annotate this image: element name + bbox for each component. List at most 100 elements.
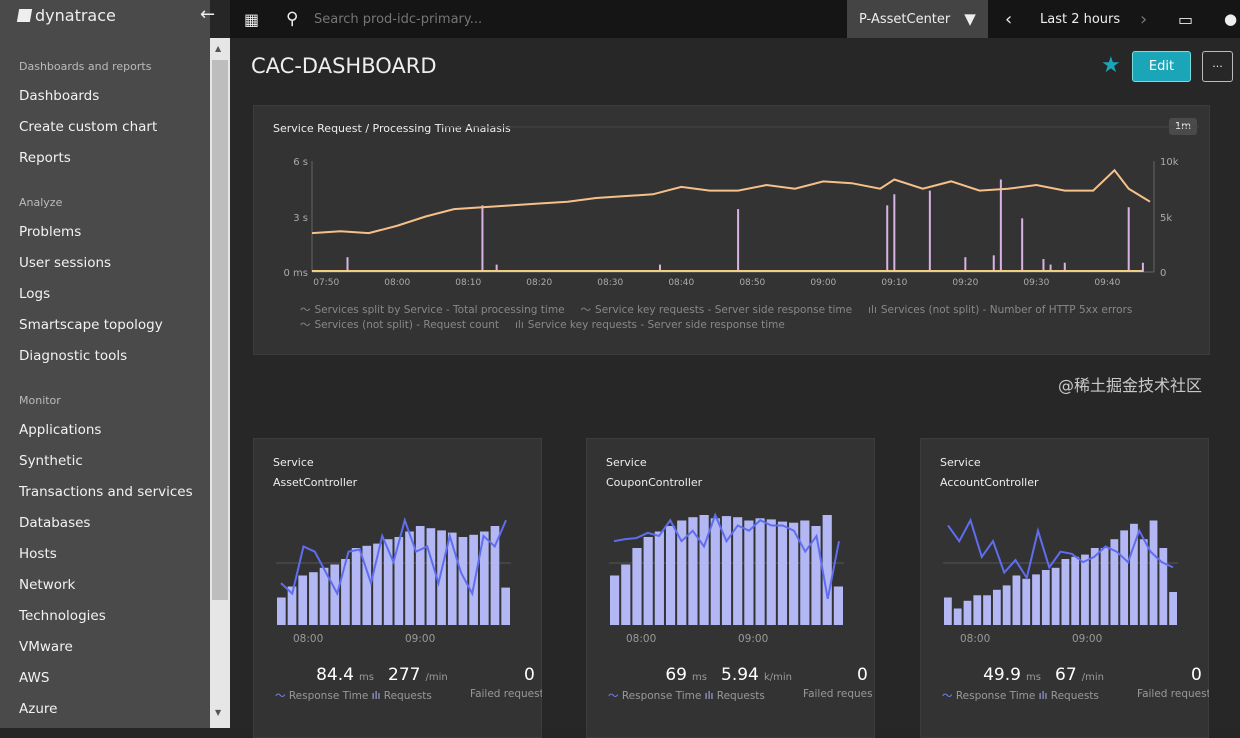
tile-service-name: AccountController [940, 476, 1039, 489]
service-tile-assetcontroller[interactable]: Service AssetController 08:00 09:00 84.4… [253, 438, 542, 738]
tile-type: Service [606, 456, 647, 469]
response-time-line [947, 517, 1174, 581]
favorite-star-icon[interactable]: ★ [1101, 53, 1121, 78]
chat-icon[interactable]: ▭ [1178, 9, 1194, 29]
requests-bar [1169, 592, 1177, 625]
search-input[interactable] [314, 8, 594, 30]
more-options-button[interactable]: ··· [1202, 51, 1233, 82]
sidebar-item-azure[interactable]: Azure [19, 701, 58, 717]
requests-bar [800, 520, 810, 625]
sidebar-item-transactions-and-services[interactable]: Transactions and services [19, 484, 193, 500]
requests-bar [1110, 539, 1119, 625]
sidebar-item-dashboards[interactable]: Dashboards [19, 88, 100, 104]
tile-service-name: AssetController [273, 476, 358, 489]
requests-bar [621, 564, 631, 625]
response-time-label: Response Time [955, 690, 1036, 702]
previous-timeframe-icon[interactable]: ‹ [1005, 8, 1013, 30]
sidebar-item-user-sessions[interactable]: User sessions [19, 255, 112, 271]
legend-item[interactable]: 〜 Services split by Service - Total proce… [300, 304, 565, 317]
sidebar-item-create-custom-chart[interactable]: Create custom chart [19, 119, 158, 135]
sidebar-item-diagnostic-tools[interactable]: Diagnostic tools [19, 348, 128, 364]
requests-bar [1041, 570, 1050, 625]
service-tile-accountcontroller[interactable]: Service AccountController 08:00 09:00 49… [920, 438, 1209, 738]
logo-icon [16, 9, 33, 22]
requests-bar [1149, 520, 1158, 625]
scroll-down-icon[interactable]: ▼ [215, 708, 222, 717]
requests-bar [1090, 548, 1099, 625]
scrollbar-thumb[interactable] [212, 60, 228, 600]
requests-unit: /min [425, 672, 448, 683]
x-tick: 09:00 [810, 278, 836, 288]
legend-label: Services split by Service - Total proces… [314, 304, 565, 316]
requests-label: Requests [1050, 690, 1099, 702]
response-time-value: 84.4 [316, 665, 354, 685]
y-tick-left: 0 ms [284, 268, 309, 279]
sidebar-item-reports[interactable]: Reports [19, 150, 71, 166]
requests-bar [744, 520, 754, 625]
x-tick: 09:00 [405, 633, 436, 645]
y-tick-left: 6 s [293, 157, 308, 168]
next-timeframe-icon[interactable]: › [1140, 8, 1148, 30]
requests-bar [953, 608, 962, 625]
requests-bar [733, 517, 743, 625]
legend-item[interactable]: 〜 Service key requests - Server side resp… [581, 304, 853, 317]
response-time-unit: ms [1026, 672, 1041, 683]
user-icon[interactable]: ● [1224, 10, 1238, 28]
sidebar-item-technologies[interactable]: Technologies [19, 608, 106, 624]
edit-button[interactable]: Edit [1132, 51, 1191, 82]
requests-bar [383, 539, 393, 625]
x-tick: 08:00 [384, 278, 410, 288]
x-tick: 08:50 [739, 278, 765, 288]
sidebar-item-vmware[interactable]: VMware [19, 639, 73, 655]
requests-bar [1081, 554, 1089, 625]
sidebar-item-network[interactable]: Network [19, 577, 76, 593]
dynatrace-logo[interactable]: dynatrace [16, 6, 116, 25]
sidebar-item-aws[interactable]: AWS [19, 670, 50, 686]
chart-panel: Service Request / Processing Time Analas… [253, 105, 1210, 355]
timeframe-selector[interactable]: Last 2 hours [1040, 11, 1121, 27]
sidebar-item-applications[interactable]: Applications [19, 422, 102, 438]
requests-bar [309, 572, 318, 625]
response-time-value: 69 [665, 665, 687, 685]
requests-unit: k/min [763, 672, 792, 683]
requests-bar [373, 543, 382, 625]
filter-icon: ▼ [964, 10, 976, 28]
management-zone-filter[interactable]: P-AssetCenter ▼ [847, 0, 988, 38]
sidebar-item-hosts[interactable]: Hosts [19, 546, 57, 562]
sidebar-scrollbar[interactable]: ▲ ▼ [210, 38, 230, 728]
requests-bar [341, 559, 350, 625]
requests-bar [351, 548, 361, 625]
requests-bar [298, 575, 308, 625]
main-chart: 6 s 3 s 0 ms 10k 5k 0 07:50 08:00 08:10 08:20 08:3… [284, 126, 1199, 288]
response-time-value: 49.9 [983, 665, 1021, 685]
legend-series-icon: ılı [515, 319, 524, 331]
x-tick: 07:50 [313, 278, 339, 288]
requests-bar [766, 519, 776, 625]
response-time-icon: 〜 [275, 690, 286, 702]
x-tick: 08:40 [668, 278, 694, 288]
x-tick: 08:00 [293, 633, 324, 645]
sidebar-item-problems[interactable]: Problems [19, 224, 82, 240]
legend-item[interactable]: 〜 Services (not split) - Request count [300, 319, 499, 332]
requests-bar [944, 597, 952, 625]
x-tick: 08:20 [526, 278, 552, 288]
requests-label: Requests [383, 690, 432, 702]
scroll-up-icon[interactable]: ▲ [215, 44, 222, 53]
tile-service-name: CouponController [606, 476, 703, 489]
dashboard-monitor-icon[interactable]: ▦ [244, 9, 260, 29]
sidebar-item-databases[interactable]: Databases [19, 515, 91, 531]
legend-item[interactable]: ılı Service key requests - Server side re… [515, 319, 785, 332]
tile-chart [609, 512, 844, 625]
sidebar-item-logs[interactable]: Logs [19, 286, 51, 302]
failed-requests-value: 0 [524, 665, 535, 685]
x-tick: 08:00 [626, 633, 657, 645]
requests-bar [643, 537, 653, 625]
requests-icon: ılı [1038, 690, 1048, 702]
service-tile-couponcontroller[interactable]: Service CouponController 08:00 09:00 69 … [586, 438, 875, 738]
y-tick-right: 10k [1160, 157, 1179, 168]
x-tick: 09:00 [738, 633, 769, 645]
sidebar-item-smartscape-topology[interactable]: Smartscape topology [19, 317, 163, 333]
collapse-menu-arrow-icon[interactable]: ← [200, 4, 216, 25]
sidebar-item-synthetic[interactable]: Synthetic [19, 453, 83, 469]
legend-item[interactable]: ılı Services (not split) - Number of HTTP… [868, 304, 1132, 317]
